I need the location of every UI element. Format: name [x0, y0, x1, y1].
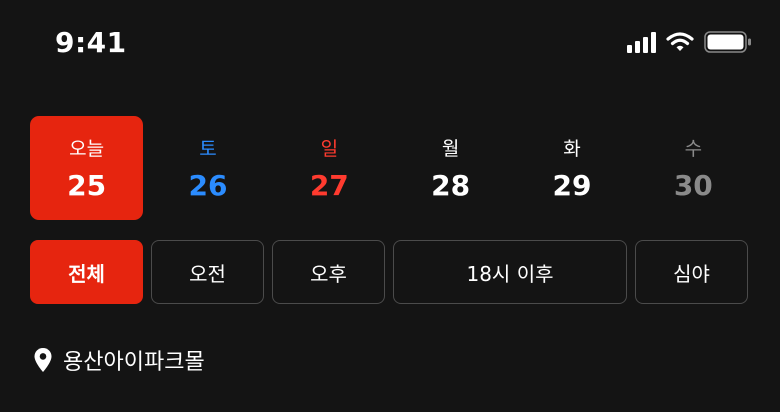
theater-location[interactable]: 용산아이파크몰	[33, 344, 205, 376]
date-tab-28[interactable]: 월 28	[394, 116, 507, 220]
time-filter-chip[interactable]: 심야	[635, 240, 748, 304]
date-weekday-label: 화	[563, 138, 581, 160]
date-day-number: 28	[431, 169, 471, 202]
date-tab-30[interactable]: 수 30	[637, 116, 750, 220]
wifi-icon	[666, 32, 694, 51]
status-icons	[627, 31, 752, 53]
date-tab-25[interactable]: 오늘 25	[30, 116, 144, 220]
date-weekday-label: 토	[199, 138, 217, 160]
status-bar: 9:41	[0, 0, 780, 88]
date-weekday-label: 일	[320, 138, 339, 160]
date-weekday-label: 수	[684, 138, 703, 160]
date-day-number: 25	[67, 169, 107, 202]
location-pin-icon	[34, 348, 52, 372]
date-day-number: 27	[309, 169, 349, 202]
date-weekday-label: 월	[441, 138, 460, 160]
date-day-number: 30	[673, 169, 713, 202]
battery-icon	[704, 31, 751, 53]
theater-name: 용산아이파크몰	[63, 350, 205, 375]
date-selector: 오늘 25 토 26 일 27 월 28 화 29 수 30	[30, 116, 750, 220]
date-weekday-label: 오늘	[69, 138, 105, 160]
time-filter-chip[interactable]: 오후	[272, 240, 385, 304]
cellular-signal-icon	[627, 31, 656, 53]
status-time: 9:41	[55, 26, 127, 59]
time-filter-chip[interactable]: 18시 이후	[393, 240, 627, 304]
date-day-number: 26	[188, 169, 228, 202]
time-filter-bar: 전체 오전 오후 18시 이후 심야	[30, 240, 750, 304]
time-filter-chip[interactable]: 전체	[30, 240, 143, 304]
date-day-number: 29	[552, 169, 592, 202]
time-filter-chip[interactable]: 오전	[151, 240, 264, 304]
date-tab-26[interactable]: 토 26	[151, 116, 264, 220]
date-tab-29[interactable]: 화 29	[515, 116, 628, 220]
date-tab-27[interactable]: 일 27	[273, 116, 386, 220]
